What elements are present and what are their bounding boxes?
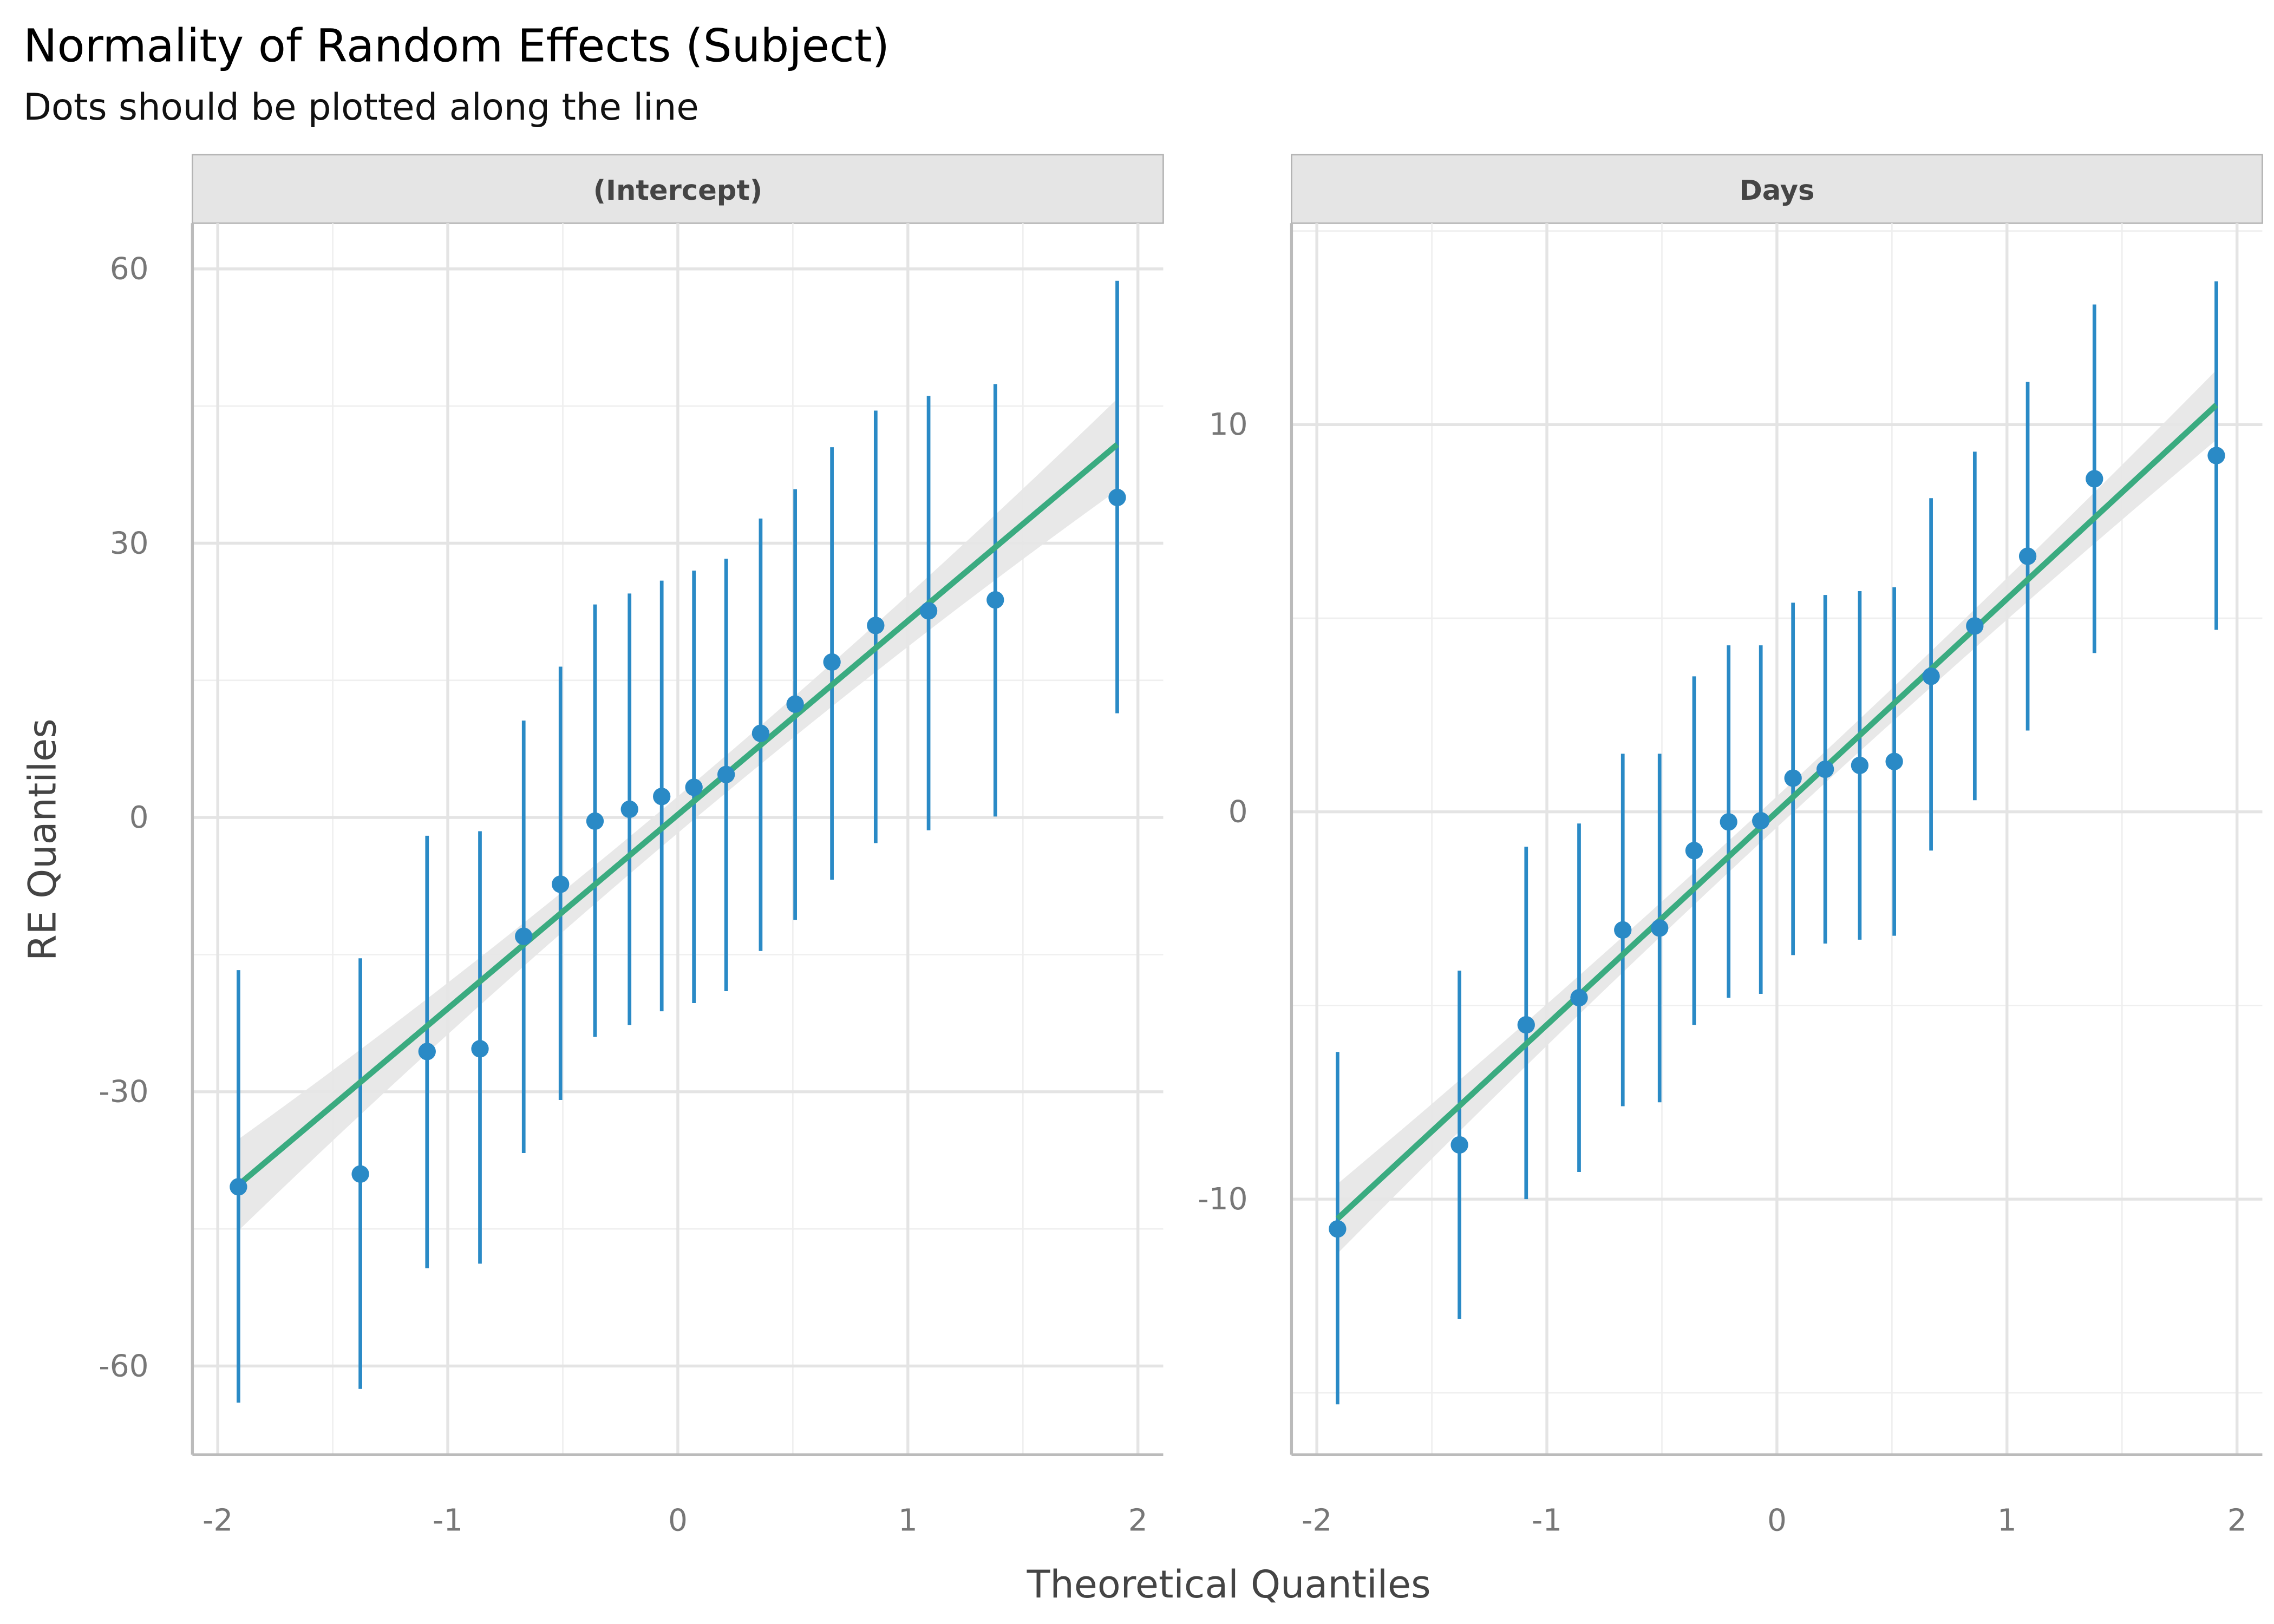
data-point [1108, 488, 1126, 507]
data-point [823, 653, 841, 671]
y-tick-label: -10 [1198, 1182, 1247, 1217]
data-point [1614, 921, 1632, 939]
facet-strip [192, 154, 1164, 224]
x-tick-label: 1 [1997, 1503, 2017, 1538]
data-point [867, 617, 885, 634]
facet-panel-0: (Intercept) -60 -30 0 30 60 -2 -1 0 1 2 [99, 154, 1164, 1538]
facet-strip [1291, 154, 2263, 224]
data-point [1922, 667, 1940, 685]
data-point [1329, 1220, 1347, 1238]
data-point [552, 875, 570, 893]
chart-subtitle: Dots should be plotted along the line [23, 86, 699, 128]
x-tick-label: 0 [668, 1503, 688, 1538]
y-tick-label: 0 [129, 800, 149, 835]
data-point [1851, 756, 1869, 775]
data-point [515, 927, 533, 945]
data-point [586, 812, 604, 830]
data-point [919, 602, 938, 620]
data-point [653, 788, 671, 806]
y-axis-title: RE Quantiles [20, 718, 64, 961]
data-point [1720, 813, 1737, 831]
data-point [620, 800, 638, 818]
x-tick-label: -1 [433, 1503, 463, 1538]
x-tick-label: -2 [1302, 1503, 1332, 1538]
data-point [1570, 988, 1588, 1007]
data-point [1816, 760, 1834, 778]
y-tick-label: 0 [1229, 795, 1248, 830]
data-point [351, 1165, 369, 1183]
y-tick-label: -60 [99, 1348, 148, 1384]
data-point [685, 778, 703, 796]
y-tick-label: 60 [110, 252, 149, 287]
y-tick-label: 30 [110, 526, 149, 561]
data-point [1450, 1136, 1468, 1154]
chart-title: Normality of Random Effects (Subject) [23, 19, 890, 72]
data-point [986, 591, 1004, 609]
data-point [1885, 752, 1903, 770]
data-point [1784, 769, 1802, 787]
facet-strip-label: Days [1739, 175, 1814, 207]
reference-line [1335, 403, 2219, 1221]
data-point [1966, 617, 1984, 635]
data-point [1651, 919, 1669, 937]
x-axis-title: Theoretical Quantiles [1027, 1562, 1431, 1607]
reference-line [236, 442, 1119, 1188]
y-tick-label: -30 [99, 1075, 148, 1110]
x-tick-label: 2 [2227, 1503, 2247, 1538]
data-point [786, 695, 804, 713]
facet-strip-label: (Intercept) [593, 175, 763, 207]
data-point [418, 1043, 436, 1060]
data-point [717, 765, 735, 783]
data-point [1752, 812, 1770, 830]
x-tick-label: 2 [1128, 1503, 1148, 1538]
data-point [2207, 447, 2225, 464]
data-point [230, 1178, 247, 1196]
data-point [1685, 842, 1703, 860]
data-point [1517, 1016, 1535, 1034]
x-tick-label: 0 [1767, 1503, 1787, 1538]
x-tick-label: -2 [202, 1503, 233, 1538]
x-tick-label: -1 [1532, 1503, 1562, 1538]
data-point [2086, 470, 2103, 488]
data-point [2018, 547, 2037, 565]
y-tick-label: 10 [1209, 407, 1248, 442]
data-point [471, 1040, 489, 1058]
x-tick-label: 1 [898, 1503, 918, 1538]
data-point [752, 724, 770, 742]
